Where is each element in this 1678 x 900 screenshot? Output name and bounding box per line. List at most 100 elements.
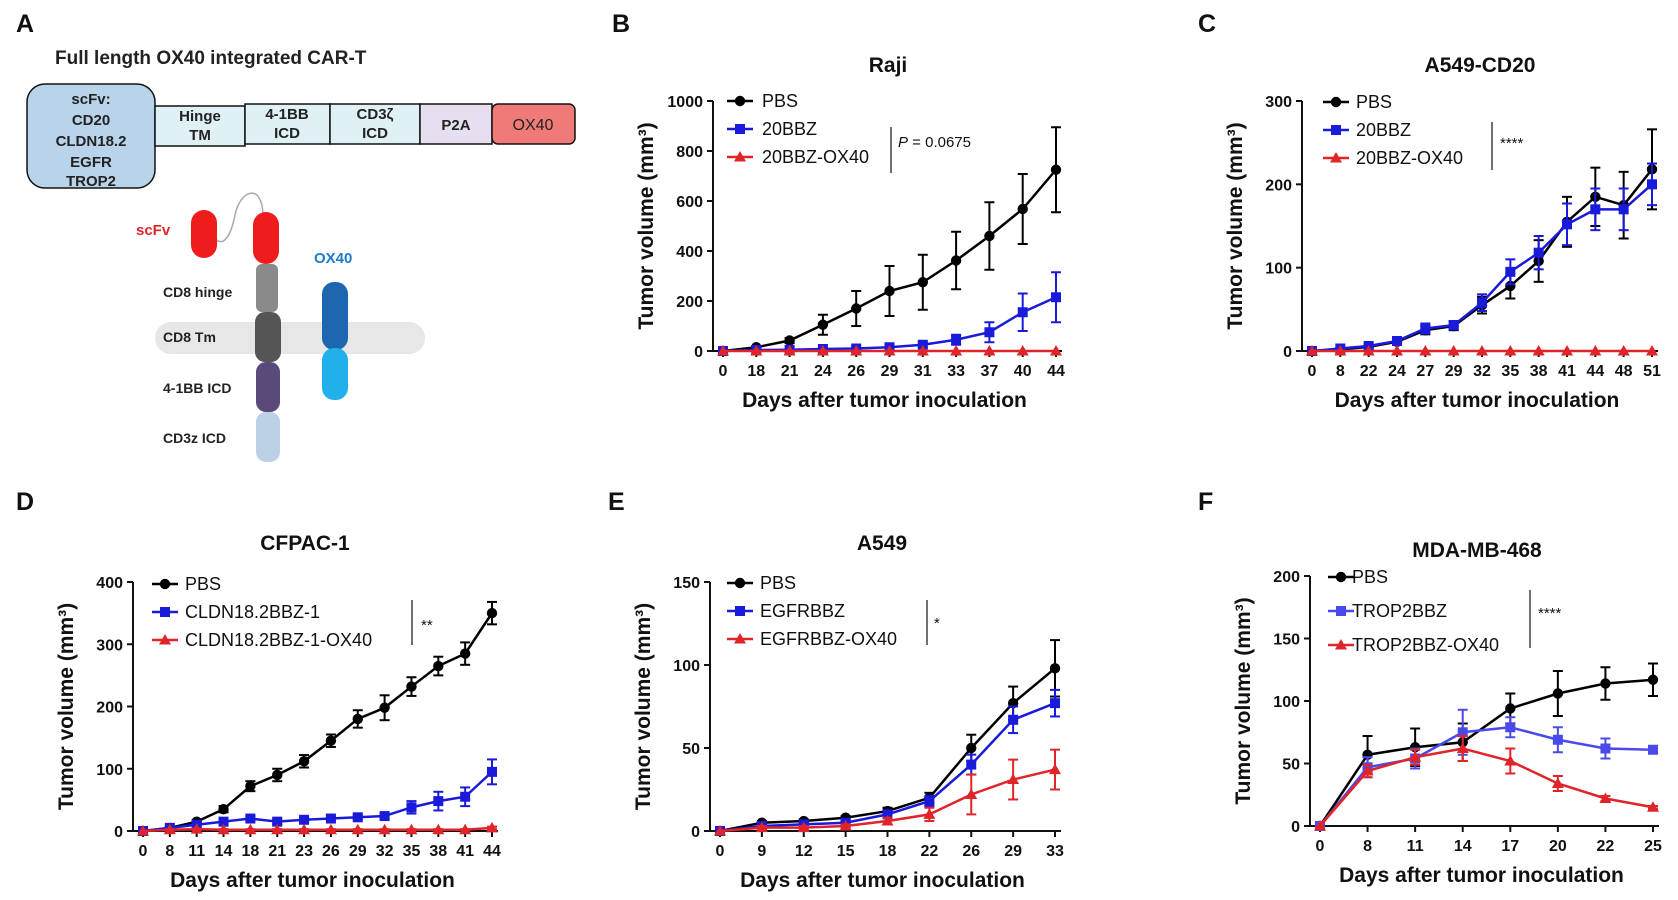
segment-label: Hinge — [179, 108, 221, 125]
x-tick-label: 38 — [429, 843, 447, 860]
series-cldn18-2bbz-1-ox40 — [137, 821, 498, 836]
data-point — [405, 823, 418, 835]
data-point — [1049, 663, 1061, 674]
significance-label: **** — [1500, 135, 1524, 152]
x-axis-label: Days after tumor inoculation — [1335, 389, 1620, 412]
data-point — [916, 345, 929, 356]
x-tick-label: 12 — [795, 843, 813, 860]
data-point — [1505, 266, 1516, 277]
data-point — [755, 821, 768, 833]
data-point — [159, 578, 171, 590]
data-point — [1334, 345, 1347, 356]
data-point — [881, 815, 894, 826]
data-point — [433, 796, 444, 807]
data-point — [406, 802, 417, 813]
x-tick-label: 8 — [165, 843, 174, 860]
data-point — [1600, 678, 1611, 689]
y-tick-label: 150 — [1273, 632, 1300, 649]
data-point — [1647, 801, 1659, 812]
legend-label: 20BBZ-OX40 — [1356, 148, 1463, 168]
4-1bb-icd-label: 4-1BB ICD — [163, 380, 231, 396]
y-tick-label: 300 — [1265, 94, 1292, 111]
data-point — [950, 255, 962, 266]
data-point — [1647, 674, 1659, 685]
series-20bbz — [1307, 162, 1657, 356]
chart-title: Raji — [869, 54, 908, 77]
data-point — [406, 681, 417, 692]
data-point — [1505, 722, 1516, 733]
segment-label: CD3ζ — [357, 106, 394, 123]
data-point — [983, 345, 996, 356]
data-point — [379, 702, 390, 713]
x-tick-label: 33 — [947, 363, 965, 380]
x-tick-label: 0 — [716, 843, 725, 860]
y-tick-label: 150 — [673, 575, 700, 592]
data-point — [218, 816, 229, 827]
4-1bb-icd-domain — [256, 362, 280, 412]
x-tick-label: 51 — [1643, 363, 1661, 380]
data-point — [734, 151, 746, 162]
x-tick-label: 14 — [215, 843, 233, 860]
x-tick-label: 11 — [1407, 838, 1424, 855]
series-egfrbbz — [715, 688, 1060, 836]
y-tick-label: 100 — [96, 762, 123, 779]
data-point — [245, 813, 256, 824]
segment-ox40 — [491, 103, 576, 145]
segment-hinge-tm — [154, 105, 246, 147]
data-point — [714, 825, 726, 836]
x-tick-label: 38 — [1530, 363, 1548, 380]
data-point — [1330, 96, 1342, 108]
data-point — [1420, 323, 1431, 334]
cd8-hinge-domain — [256, 264, 278, 312]
series-line — [1319, 725, 1654, 827]
data-point — [1007, 773, 1020, 785]
x-tick-label: 29 — [1445, 363, 1463, 380]
data-point — [1562, 219, 1572, 230]
y-tick-label: 0 — [114, 824, 123, 841]
y-tick-label: 1000 — [667, 94, 703, 111]
data-point — [163, 823, 176, 835]
x-tick-label: 23 — [295, 843, 313, 860]
data-point — [1504, 345, 1517, 356]
y-axis-label: Tumor volume (mm³) — [1232, 597, 1255, 804]
x-tick-label: 22 — [920, 843, 938, 860]
x-tick-label: 14 — [1454, 838, 1472, 855]
x-tick-label: 17 — [1501, 838, 1519, 855]
data-point — [1336, 606, 1346, 616]
y-tick-label: 0 — [1283, 344, 1292, 361]
data-point — [1589, 345, 1602, 356]
data-point — [1362, 345, 1375, 356]
y-tick-label: 0 — [694, 344, 703, 361]
data-point — [923, 808, 936, 819]
data-point — [298, 756, 310, 767]
segment-4-1bb-icd — [244, 103, 331, 145]
series-20bbz-ox40 — [1306, 345, 1658, 356]
data-point — [1050, 698, 1060, 709]
data-point — [1050, 345, 1062, 356]
data-point — [460, 791, 471, 802]
x-tick-label: 29 — [881, 363, 899, 380]
chart-panel-f: F MDA-MB-468 0 50 100 150 200 0 8 11 14 17 20 22 25 Day… — [1198, 488, 1662, 887]
cd3z-icd-label: CD3z ICD — [163, 430, 226, 446]
y-axis-label: Tumor volume (mm³) — [635, 122, 658, 329]
data-point — [272, 816, 283, 827]
data-point — [851, 303, 862, 314]
data-point — [272, 769, 283, 781]
x-tick-label: 20 — [1549, 838, 1567, 855]
x-axis-label: Days after tumor inoculation — [170, 869, 455, 892]
scfv-domain — [191, 210, 217, 258]
series-egfrbbz-ox40 — [714, 748, 1061, 836]
data-point — [1017, 203, 1028, 215]
data-point — [1448, 320, 1459, 331]
data-point — [797, 821, 810, 833]
scfv-diagram-label: scFv — [136, 222, 171, 239]
x-tick-label: 37 — [981, 363, 999, 380]
y-tick-label: 0 — [1291, 819, 1300, 836]
panel-label: C — [1198, 10, 1216, 38]
x-tick-label: 41 — [456, 843, 474, 860]
data-point — [218, 804, 229, 815]
data-point — [245, 780, 256, 792]
data-point — [217, 823, 230, 835]
data-point — [1335, 639, 1347, 650]
series-20bbz-ox40 — [717, 345, 1062, 356]
